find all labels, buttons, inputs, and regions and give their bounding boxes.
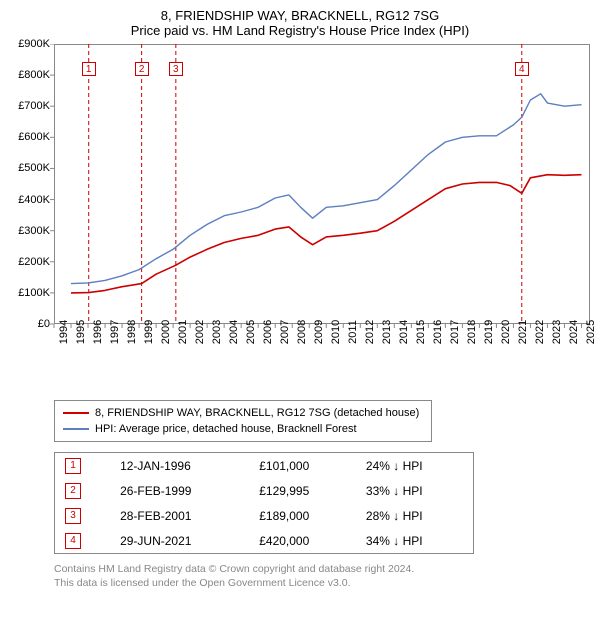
series-price_paid bbox=[71, 175, 582, 293]
footnote-line2: This data is licensed under the Open Gov… bbox=[54, 576, 590, 590]
chart-svg bbox=[10, 44, 592, 334]
x-tick-label: 2015 bbox=[415, 320, 427, 344]
row-marker: 1 bbox=[65, 458, 81, 474]
row-date: 12-JAN-1996 bbox=[110, 453, 249, 479]
title-address: 8, FRIENDSHIP WAY, BRACKNELL, RG12 7SG bbox=[10, 8, 590, 23]
y-tick-label: £800K bbox=[10, 69, 50, 81]
row-marker: 4 bbox=[65, 533, 81, 549]
x-tick-label: 2019 bbox=[483, 320, 495, 344]
x-tick-label: 2010 bbox=[330, 320, 342, 344]
x-tick-label: 1997 bbox=[109, 320, 121, 344]
event-marker: 2 bbox=[135, 62, 149, 76]
row-date: 26-FEB-1999 bbox=[110, 478, 249, 503]
legend-item: HPI: Average price, detached house, Brac… bbox=[63, 421, 423, 437]
event-marker: 1 bbox=[82, 62, 96, 76]
row-price: £420,000 bbox=[249, 528, 356, 554]
chart-container: 8, FRIENDSHIP WAY, BRACKNELL, RG12 7SG P… bbox=[0, 0, 600, 594]
x-tick-label: 2024 bbox=[568, 320, 580, 344]
x-tick-label: 2025 bbox=[585, 320, 597, 344]
row-price: £129,995 bbox=[249, 478, 356, 503]
x-tick-label: 2012 bbox=[364, 320, 376, 344]
event-marker: 3 bbox=[169, 62, 183, 76]
x-tick-label: 2005 bbox=[245, 320, 257, 344]
titles: 8, FRIENDSHIP WAY, BRACKNELL, RG12 7SG P… bbox=[10, 8, 590, 38]
table-row: 4 29-JUN-2021£420,00034% ↓ HPI bbox=[55, 528, 474, 554]
series-hpi bbox=[71, 94, 582, 284]
legend-swatch bbox=[63, 412, 89, 414]
event-marker: 4 bbox=[515, 62, 529, 76]
x-tick-label: 2006 bbox=[262, 320, 274, 344]
x-tick-label: 2023 bbox=[551, 320, 563, 344]
row-marker: 3 bbox=[65, 508, 81, 524]
x-tick-label: 2017 bbox=[449, 320, 461, 344]
legend-label: 8, FRIENDSHIP WAY, BRACKNELL, RG12 7SG (… bbox=[95, 405, 419, 421]
legend: 8, FRIENDSHIP WAY, BRACKNELL, RG12 7SG (… bbox=[54, 400, 432, 442]
legend-label: HPI: Average price, detached house, Brac… bbox=[95, 421, 357, 437]
chart-area: £0 £100K £200K £300K £400K £500K £600K £700K £80… bbox=[10, 44, 590, 364]
row-delta: 28% ↓ HPI bbox=[356, 503, 474, 528]
transactions-table: 1 12-JAN-1996£101,00024% ↓ HPI 2 26-FEB-199… bbox=[54, 452, 474, 554]
x-tick-label: 2021 bbox=[517, 320, 529, 344]
y-tick-label: £0 bbox=[10, 318, 50, 330]
x-tick-label: 1994 bbox=[58, 320, 70, 344]
x-tick-label: 2009 bbox=[313, 320, 325, 344]
row-delta: 34% ↓ HPI bbox=[356, 528, 474, 554]
x-tick-label: 2001 bbox=[177, 320, 189, 344]
x-tick-label: 2002 bbox=[194, 320, 206, 344]
table-row: 1 12-JAN-1996£101,00024% ↓ HPI bbox=[55, 453, 474, 479]
x-tick-label: 1995 bbox=[75, 320, 87, 344]
y-tick-label: £400K bbox=[10, 194, 50, 206]
row-price: £189,000 bbox=[249, 503, 356, 528]
y-tick-label: £600K bbox=[10, 131, 50, 143]
footnote-line1: Contains HM Land Registry data © Crown c… bbox=[54, 562, 590, 576]
x-tick-label: 2013 bbox=[381, 320, 393, 344]
x-tick-label: 2018 bbox=[466, 320, 478, 344]
x-tick-label: 2011 bbox=[347, 320, 359, 344]
legend-item: 8, FRIENDSHIP WAY, BRACKNELL, RG12 7SG (… bbox=[63, 405, 423, 421]
row-delta: 33% ↓ HPI bbox=[356, 478, 474, 503]
x-tick-label: 2008 bbox=[296, 320, 308, 344]
y-tick-label: £900K bbox=[10, 38, 50, 50]
y-tick-label: £700K bbox=[10, 100, 50, 112]
x-tick-label: 2014 bbox=[398, 320, 410, 344]
x-tick-label: 2022 bbox=[534, 320, 546, 344]
table-row: 2 26-FEB-1999£129,99533% ↓ HPI bbox=[55, 478, 474, 503]
footnote: Contains HM Land Registry data © Crown c… bbox=[54, 562, 590, 590]
row-marker: 2 bbox=[65, 483, 81, 499]
title-subtitle: Price paid vs. HM Land Registry's House … bbox=[10, 23, 590, 38]
x-tick-label: 2020 bbox=[500, 320, 512, 344]
x-tick-label: 2000 bbox=[160, 320, 172, 344]
row-date: 28-FEB-2001 bbox=[110, 503, 249, 528]
x-tick-label: 1996 bbox=[92, 320, 104, 344]
x-tick-label: 2003 bbox=[211, 320, 223, 344]
table-row: 3 28-FEB-2001£189,00028% ↓ HPI bbox=[55, 503, 474, 528]
row-delta: 24% ↓ HPI bbox=[356, 453, 474, 479]
x-tick-label: 2004 bbox=[228, 320, 240, 344]
row-price: £101,000 bbox=[249, 453, 356, 479]
y-tick-label: £300K bbox=[10, 225, 50, 237]
x-tick-label: 1998 bbox=[126, 320, 138, 344]
legend-swatch bbox=[63, 428, 89, 430]
row-date: 29-JUN-2021 bbox=[110, 528, 249, 554]
y-tick-label: £500K bbox=[10, 162, 50, 174]
x-tick-label: 1999 bbox=[143, 320, 155, 344]
x-tick-label: 2016 bbox=[432, 320, 444, 344]
y-tick-label: £100K bbox=[10, 287, 50, 299]
x-tick-label: 2007 bbox=[279, 320, 291, 344]
y-tick-label: £200K bbox=[10, 256, 50, 268]
